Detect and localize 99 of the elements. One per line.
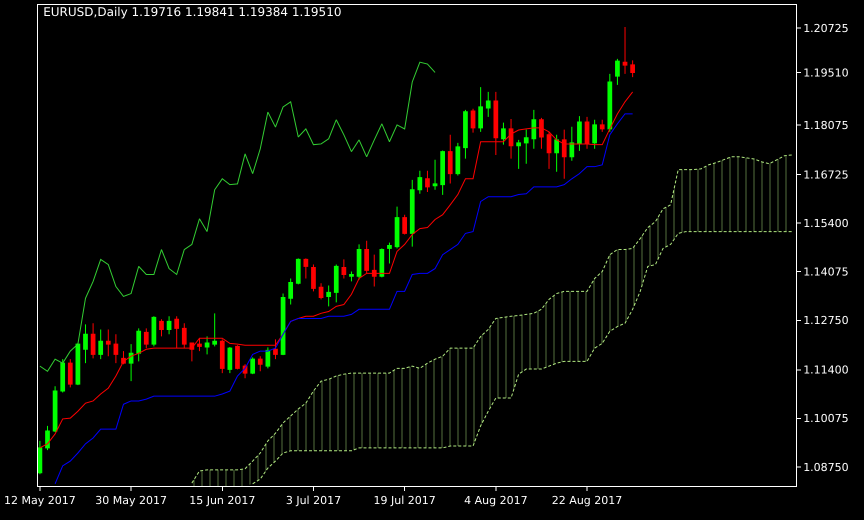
- y-tick-label: 1.14075: [803, 266, 849, 279]
- candlestick: [326, 284, 332, 307]
- candlestick: [152, 316, 156, 347]
- line-series: [252, 231, 793, 484]
- candlestick: [45, 425, 50, 451]
- candlestick: [235, 344, 240, 370]
- candlestick: [280, 293, 286, 356]
- candlestick: [569, 126, 574, 162]
- x-tick-label: 4 Aug 2017: [464, 494, 528, 508]
- candlestick: [524, 129, 529, 164]
- candlestick: [577, 116, 582, 152]
- x-tick-label: 15 Jun 2017: [189, 494, 256, 508]
- candlestick: [600, 119, 605, 132]
- candlestick: [539, 117, 544, 150]
- candlestick: [76, 342, 80, 386]
- line-series: [54, 113, 634, 484]
- candlestick: [554, 134, 559, 172]
- candlestick: [273, 338, 278, 360]
- candlestick: [258, 356, 263, 372]
- candlestick: [501, 122, 506, 146]
- chart-title: EURUSD,Daily 1.19716 1.19841 1.19384 1.19510: [43, 5, 342, 20]
- candlestick: [417, 170, 422, 194]
- y-tick-label: 1.10075: [803, 412, 849, 426]
- candlestick: [174, 316, 180, 349]
- y-tick-label: 1.18075: [803, 118, 849, 132]
- candlestick: [364, 240, 370, 274]
- candlestick: [334, 264, 339, 303]
- candlestick: [516, 139, 521, 170]
- x-tick-label: 30 May 2017: [95, 494, 167, 508]
- candlestick: [622, 26, 628, 74]
- candlestick: [311, 264, 316, 292]
- candlestick: [410, 179, 415, 248]
- candlestick: [250, 356, 256, 375]
- candlestick: [114, 334, 118, 364]
- y-tick-label: 1.15400: [803, 216, 849, 230]
- candlestick: [584, 116, 590, 150]
- candlestick: [136, 328, 142, 362]
- candlestick: [90, 322, 96, 359]
- x-tick-label: 22 Aug 2017: [552, 494, 622, 508]
- candlestick: [83, 324, 88, 364]
- candlestick: [197, 338, 202, 352]
- candlestick: [531, 109, 536, 150]
- candlestick: [562, 129, 567, 180]
- candlestick: [379, 248, 384, 278]
- candlestick: [121, 350, 126, 365]
- candlestick: [296, 258, 301, 285]
- candlestick: [349, 271, 354, 282]
- candlestick: [220, 338, 225, 374]
- candlestick: [478, 86, 483, 132]
- y-tick-label: 1.16725: [803, 168, 849, 182]
- x-tick-label: 12 May 2017: [4, 494, 76, 508]
- candlestick: [190, 342, 194, 362]
- candlestick: [98, 328, 104, 360]
- candlestick: [592, 119, 597, 150]
- candlestick: [68, 358, 73, 388]
- candlestick: [52, 386, 58, 433]
- candlestick: [463, 109, 468, 160]
- x-tick-label: 3 Jul 2017: [286, 494, 342, 508]
- candlestick: [546, 131, 552, 170]
- y-tick-label: 1.20725: [803, 22, 849, 35]
- candlestick: [394, 206, 400, 249]
- y-tick-label: 1.19510: [803, 66, 849, 80]
- candlestick: [128, 344, 134, 382]
- candlestick: [387, 242, 392, 264]
- candlestick: [144, 328, 149, 349]
- candlestick: [432, 159, 438, 190]
- candlestick: [448, 134, 453, 184]
- candlestick: [607, 73, 612, 132]
- candlestick: [106, 328, 111, 357]
- candlestick: [372, 254, 377, 288]
- candlestick: [38, 440, 42, 475]
- candlestick: [182, 322, 187, 349]
- candlestick: [615, 58, 620, 86]
- candlestick: [304, 258, 308, 279]
- candlestick: [228, 346, 232, 374]
- y-tick-label: 1.08750: [803, 460, 849, 474]
- line-series: [39, 62, 436, 372]
- candlestick: [425, 170, 430, 192]
- candlestick: [318, 282, 324, 300]
- candlestick: [356, 244, 362, 280]
- candlestick: [266, 346, 270, 369]
- candlestick: [470, 108, 476, 134]
- y-tick-label: 1.11400: [803, 364, 849, 377]
- candlestick: [204, 336, 210, 355]
- candlestick: [508, 118, 514, 160]
- candlestick: [630, 60, 635, 78]
- candlestick: [342, 258, 346, 279]
- candlestick: [288, 278, 294, 306]
- line-series: [39, 91, 634, 448]
- candlestick: [455, 142, 460, 176]
- candlestick: [166, 316, 172, 335]
- y-tick-label: 1.12750: [803, 314, 849, 328]
- candlestick: [159, 318, 164, 337]
- candlestick: [60, 358, 66, 394]
- candlestick: [486, 91, 491, 118]
- candlestick: [402, 214, 408, 235]
- candlestick: [212, 312, 218, 347]
- candlestick: [440, 150, 446, 196]
- x-tick-label: 19 Jul 2017: [374, 494, 436, 508]
